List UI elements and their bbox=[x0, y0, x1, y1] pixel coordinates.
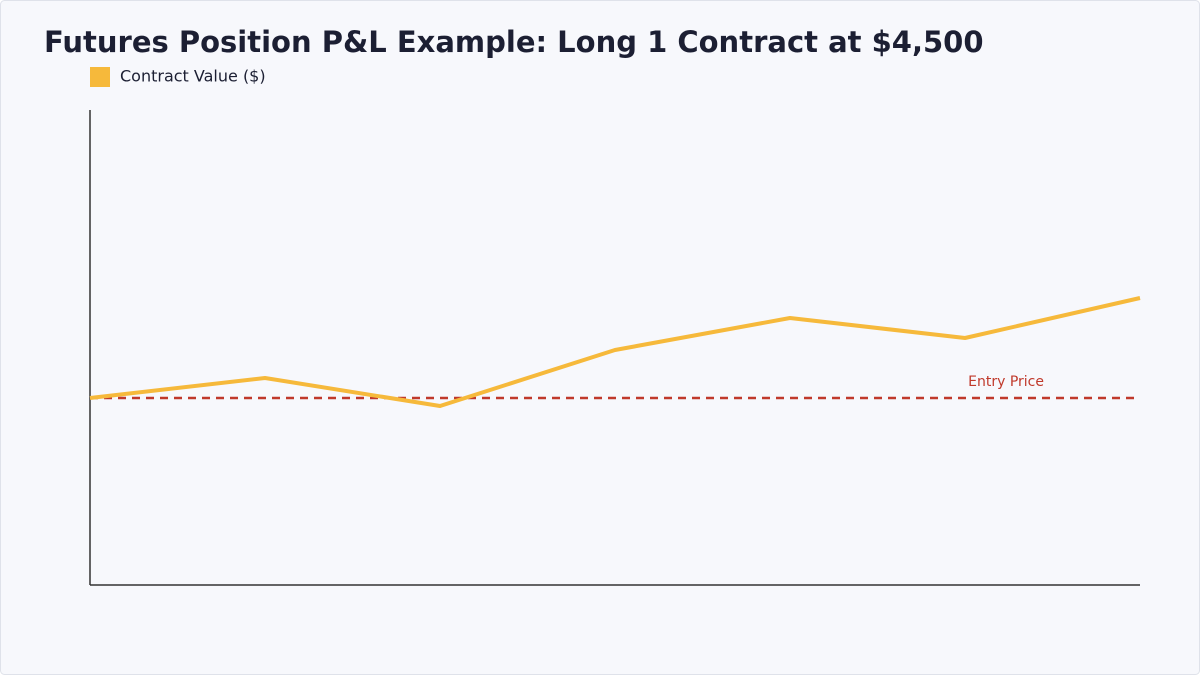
legend-swatch bbox=[90, 67, 110, 87]
data-line bbox=[89, 296, 1141, 408]
reference-label: Entry Price bbox=[968, 374, 1044, 390]
legend-label: Contract Value ($) bbox=[120, 67, 266, 86]
chart-title: Futures Position P&L Example: Long 1 Con… bbox=[44, 25, 984, 59]
